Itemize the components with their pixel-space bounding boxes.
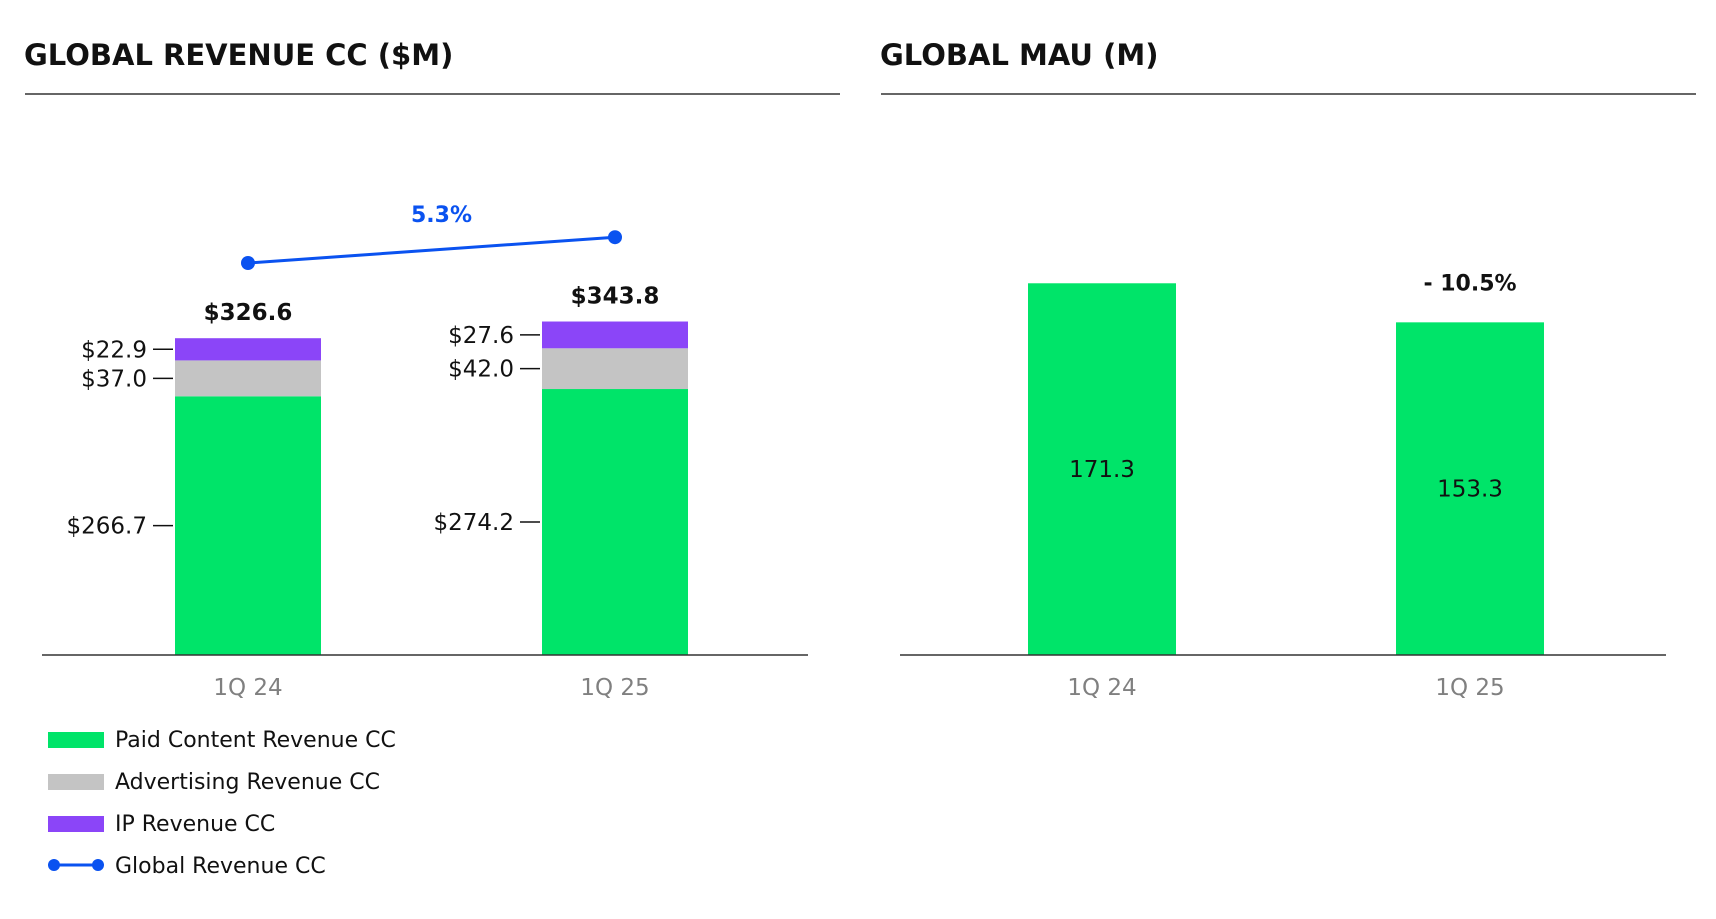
growth-line-segment: [247, 235, 616, 265]
bar-ip-1: [175, 338, 321, 361]
mau-bar-chart: 171.3 153.3 - 10.5% 1Q 24 1Q 25: [900, 271, 1666, 701]
label-paid-content-1: $266.7: [67, 514, 147, 540]
revenue-x-tick-labels: 1Q 24 1Q 25: [213, 675, 649, 701]
revenue-stacked-bar-chart: $266.7$37.0$22.9$274.2$42.0$27.6 $326.6$…: [42, 203, 808, 701]
label-ip-1: $22.9: [81, 337, 147, 363]
revenue-x-tick-2: 1Q 25: [580, 675, 649, 701]
legend-label-global-revenue: Global Revenue CC: [115, 854, 326, 879]
bar-advertising-1: [175, 360, 321, 397]
legend-item-advertising: Advertising Revenue CC: [48, 770, 380, 795]
label-advertising-1: $37.0: [81, 366, 147, 392]
mau-growth-label: - 10.5%: [1423, 271, 1516, 296]
mau-chart-title: GLOBAL MAU (M): [880, 38, 1158, 72]
mau-value-labels: 171.3 153.3 - 10.5%: [1069, 271, 1516, 502]
legend-swatch-paid-content: [48, 732, 104, 748]
growth-line-point-2: [608, 230, 622, 245]
legend-item-ip: IP Revenue CC: [48, 812, 275, 837]
bar-advertising-2: [542, 348, 688, 390]
bar-paid-content-2: [542, 389, 688, 655]
total-label-2: $343.8: [571, 284, 660, 310]
revenue-segment-labels: $266.7 $37.0 $22.9 $274.2 $42.0 $27.6: [67, 323, 540, 540]
mau-bar-2: [1396, 322, 1544, 655]
mau-x-tick-labels: 1Q 24 1Q 25: [1067, 675, 1504, 701]
mau-bars: [1028, 283, 1544, 655]
label-ip-2: $27.6: [448, 323, 514, 349]
legend-label-advertising: Advertising Revenue CC: [115, 770, 380, 795]
revenue-legend: Paid Content Revenue CC Advertising Reve…: [48, 728, 396, 879]
label-advertising-2: $42.0: [448, 357, 514, 383]
legend-label-paid-content: Paid Content Revenue CC: [115, 728, 396, 753]
legend-item-global-revenue: Global Revenue CC: [48, 854, 326, 879]
bar-paid-content-1: [175, 396, 321, 655]
mau-x-tick-1: 1Q 24: [1067, 675, 1136, 701]
growth-line-point-1: [241, 256, 255, 270]
revenue-bars: [175, 321, 688, 655]
legend-item-paid-content: Paid Content Revenue CC: [48, 728, 396, 753]
legend-swatch-ip: [48, 816, 104, 832]
legend-swatch-advertising: [48, 774, 104, 790]
revenue-x-tick-1: 1Q 24: [213, 675, 282, 701]
total-label-1: $326.6: [204, 300, 293, 326]
revenue-growth-label: 5.3%: [411, 203, 472, 228]
mau-value-label-1: 171.3: [1069, 457, 1135, 483]
bar-ip-2: [542, 321, 688, 349]
mau-value-label-2: 153.3: [1437, 477, 1503, 503]
legend-marker-right: [92, 859, 104, 871]
legend-marker-left: [48, 859, 60, 871]
revenue-total-labels: $326.6 $343.8: [204, 284, 660, 327]
revenue-chart-title: GLOBAL REVENUE CC ($M): [24, 38, 453, 72]
mau-bar-1: [1028, 283, 1176, 655]
revenue-growth-line: 5.3%: [241, 203, 622, 270]
mau-x-tick-2: 1Q 25: [1435, 675, 1504, 701]
label-paid-content-2: $274.2: [434, 510, 514, 536]
legend-label-ip: IP Revenue CC: [115, 812, 275, 837]
